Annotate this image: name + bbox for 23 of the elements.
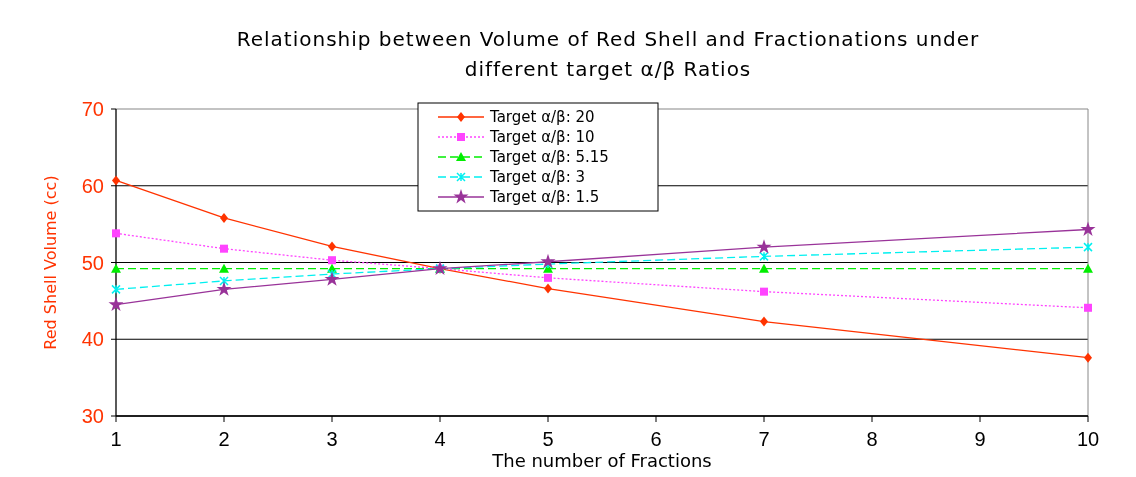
y-tick-label: 70 [81, 98, 104, 120]
x-tick-label: 2 [218, 428, 230, 450]
y-tick-label: 50 [81, 251, 104, 274]
legend-label: Target α/β: 10 [489, 128, 595, 147]
y-tick-label: 30 [81, 405, 104, 427]
x-tick-label: 7 [758, 428, 770, 450]
chart-title: Relationship between Volume of Red Shell and Fractionations under different target α/β Ratios [236, 27, 980, 81]
legend-label: Target α/β: 1.5 [489, 188, 600, 207]
x-tick-label: 10 [1076, 428, 1100, 450]
legend-label: Target α/β: 5.15 [489, 148, 609, 167]
x-tick-label: 8 [866, 428, 878, 450]
x-tick-label: 6 [650, 428, 662, 450]
x-tick-label: 3 [326, 428, 338, 450]
y-tick-label: 40 [81, 328, 104, 351]
x-tick-label: 9 [974, 428, 986, 450]
legend-label: Target α/β: 20 [489, 108, 595, 127]
y-axis-title: Red Shell Volume (cc) [41, 175, 60, 350]
x-tick-label: 1 [110, 428, 122, 450]
x-tick-label: 5 [542, 428, 554, 450]
x-tick-label: 4 [434, 428, 446, 450]
x-axis-title: The number of Fractions [491, 450, 712, 471]
y-tick-label: 60 [81, 174, 104, 197]
legend-label: Target α/β: 3 [489, 168, 586, 187]
